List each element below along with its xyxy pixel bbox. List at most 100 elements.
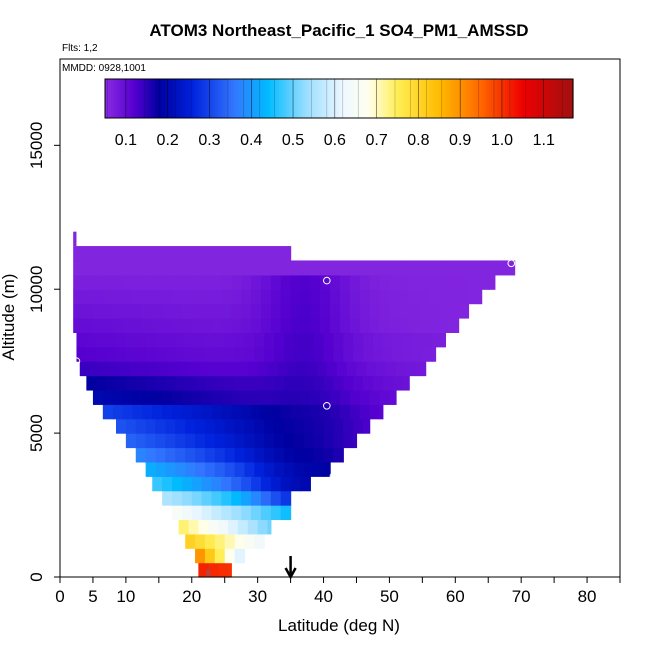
- flight-marker: [329, 472, 338, 481]
- colorbar-segment: [529, 79, 532, 118]
- heatmap-cell: [135, 346, 147, 362]
- heatmap-cell: [409, 274, 420, 290]
- heatmap-cell: [392, 346, 404, 362]
- colorbar-segment: [119, 79, 122, 118]
- colorbar-segment: [569, 79, 572, 118]
- colorbar-segment: [137, 79, 140, 118]
- heatmap-cell: [290, 404, 302, 420]
- heatmap-cell: [264, 433, 275, 449]
- heatmap-cell: [264, 461, 275, 477]
- colorbar-segment: [409, 79, 412, 118]
- colorbar-segment: [551, 79, 554, 118]
- heatmap-cell: [270, 505, 282, 521]
- colorbar-segment: [263, 79, 266, 118]
- colorbar-segment: [105, 79, 108, 118]
- colorbar-segment: [567, 79, 570, 118]
- heatmap-cell: [323, 332, 335, 348]
- heatmap-cell: [389, 260, 400, 276]
- heatmap-cell: [145, 461, 157, 477]
- plot-frame: [59, 58, 621, 578]
- heatmap-cell: [139, 361, 150, 377]
- heatmap-cell: [303, 418, 315, 434]
- colorbar-segment: [493, 79, 496, 118]
- heatmap-cell: [359, 260, 371, 276]
- heatmap-cell: [330, 318, 341, 333]
- colorbar-segment: [367, 79, 370, 118]
- heatmap-cell: [201, 303, 213, 319]
- heatmap-cell: [125, 433, 137, 449]
- heatmap-cell: [419, 274, 430, 290]
- colorbar-segment: [571, 79, 574, 118]
- heatmap-cell: [274, 433, 285, 449]
- heatmap-cell: [142, 274, 153, 290]
- colorbar-segment: [167, 79, 170, 118]
- heatmap-cell: [349, 289, 361, 305]
- heatmap-cell: [201, 274, 213, 290]
- colorbar-segment: [387, 79, 390, 118]
- heatmap-cell: [363, 418, 371, 434]
- y-tick-label: 0: [27, 572, 46, 581]
- heatmap-cell: [448, 303, 460, 319]
- colorbar-segment: [207, 79, 210, 118]
- heatmap-cell: [92, 274, 104, 290]
- heatmap-cell: [135, 332, 147, 348]
- heatmap-cell: [323, 447, 335, 463]
- heatmap-cell: [237, 519, 249, 535]
- colorbar-segment: [249, 79, 252, 118]
- heatmap-cell: [185, 461, 196, 477]
- heatmap-cell: [307, 361, 318, 377]
- colorbar-segment: [239, 79, 242, 118]
- heatmap-cell: [168, 361, 180, 377]
- heatmap-cell: [438, 274, 450, 290]
- heatmap-cell: [419, 260, 430, 276]
- heatmap-cell: [257, 519, 269, 535]
- heatmap-cell: [234, 433, 246, 449]
- heatmap-cell: [112, 274, 124, 290]
- heatmap-cell: [162, 476, 173, 492]
- colorbar-segment: [259, 79, 262, 118]
- colorbar-segment: [289, 79, 292, 118]
- heatmap-cell: [313, 433, 325, 449]
- heatmap-cell: [330, 404, 341, 420]
- heatmap-cell: [241, 289, 252, 305]
- colorbar-segment: [433, 79, 436, 118]
- heatmap-cell: [181, 289, 193, 305]
- heatmap-cell: [396, 361, 407, 377]
- heatmap-cell: [175, 418, 186, 434]
- colorbar-segment: [359, 79, 362, 118]
- heatmap-cell: [300, 274, 311, 290]
- colorbar-segment: [471, 79, 474, 118]
- colorbar-segment: [311, 79, 314, 118]
- heatmap-cell: [379, 260, 391, 276]
- colorbar-segment: [247, 79, 250, 118]
- heatmap-cell: [142, 404, 153, 420]
- heatmap-cell: [152, 303, 163, 319]
- colorbar-segment: [467, 79, 470, 118]
- heatmap-cell: [274, 332, 285, 348]
- colorbar-segment: [281, 79, 284, 118]
- heatmap-cell: [270, 389, 282, 405]
- heatmap-cell: [280, 289, 292, 305]
- heatmap-cell: [343, 418, 354, 434]
- heatmap-cell: [379, 274, 391, 290]
- colorbar-segment: [151, 79, 154, 118]
- heatmap-cell: [290, 274, 302, 290]
- heatmap-cell: [260, 505, 272, 521]
- heatmap-cell: [214, 433, 226, 449]
- colorbar-segment: [487, 79, 490, 118]
- heatmap-cell: [162, 318, 173, 333]
- heatmap-cell: [158, 361, 170, 377]
- y-tick-label: 15000: [27, 122, 46, 169]
- heatmap-cell: [241, 303, 252, 319]
- colorbar-segment: [519, 79, 522, 118]
- heatmap-cell: [214, 346, 226, 362]
- heatmap-cell: [254, 433, 265, 449]
- heatmap-cell: [244, 346, 255, 362]
- heatmap-cell: [218, 562, 229, 578]
- heatmap-cell: [448, 260, 460, 276]
- colorbar-segment: [349, 79, 352, 118]
- colorbar-tick-label: 0.1: [115, 132, 137, 149]
- heatmap-cell: [369, 389, 381, 405]
- colorbar-segment: [353, 79, 356, 118]
- chart-title: ATOM3 Northeast_Pacific_1 SO4_PM1_AMSSD: [149, 21, 528, 40]
